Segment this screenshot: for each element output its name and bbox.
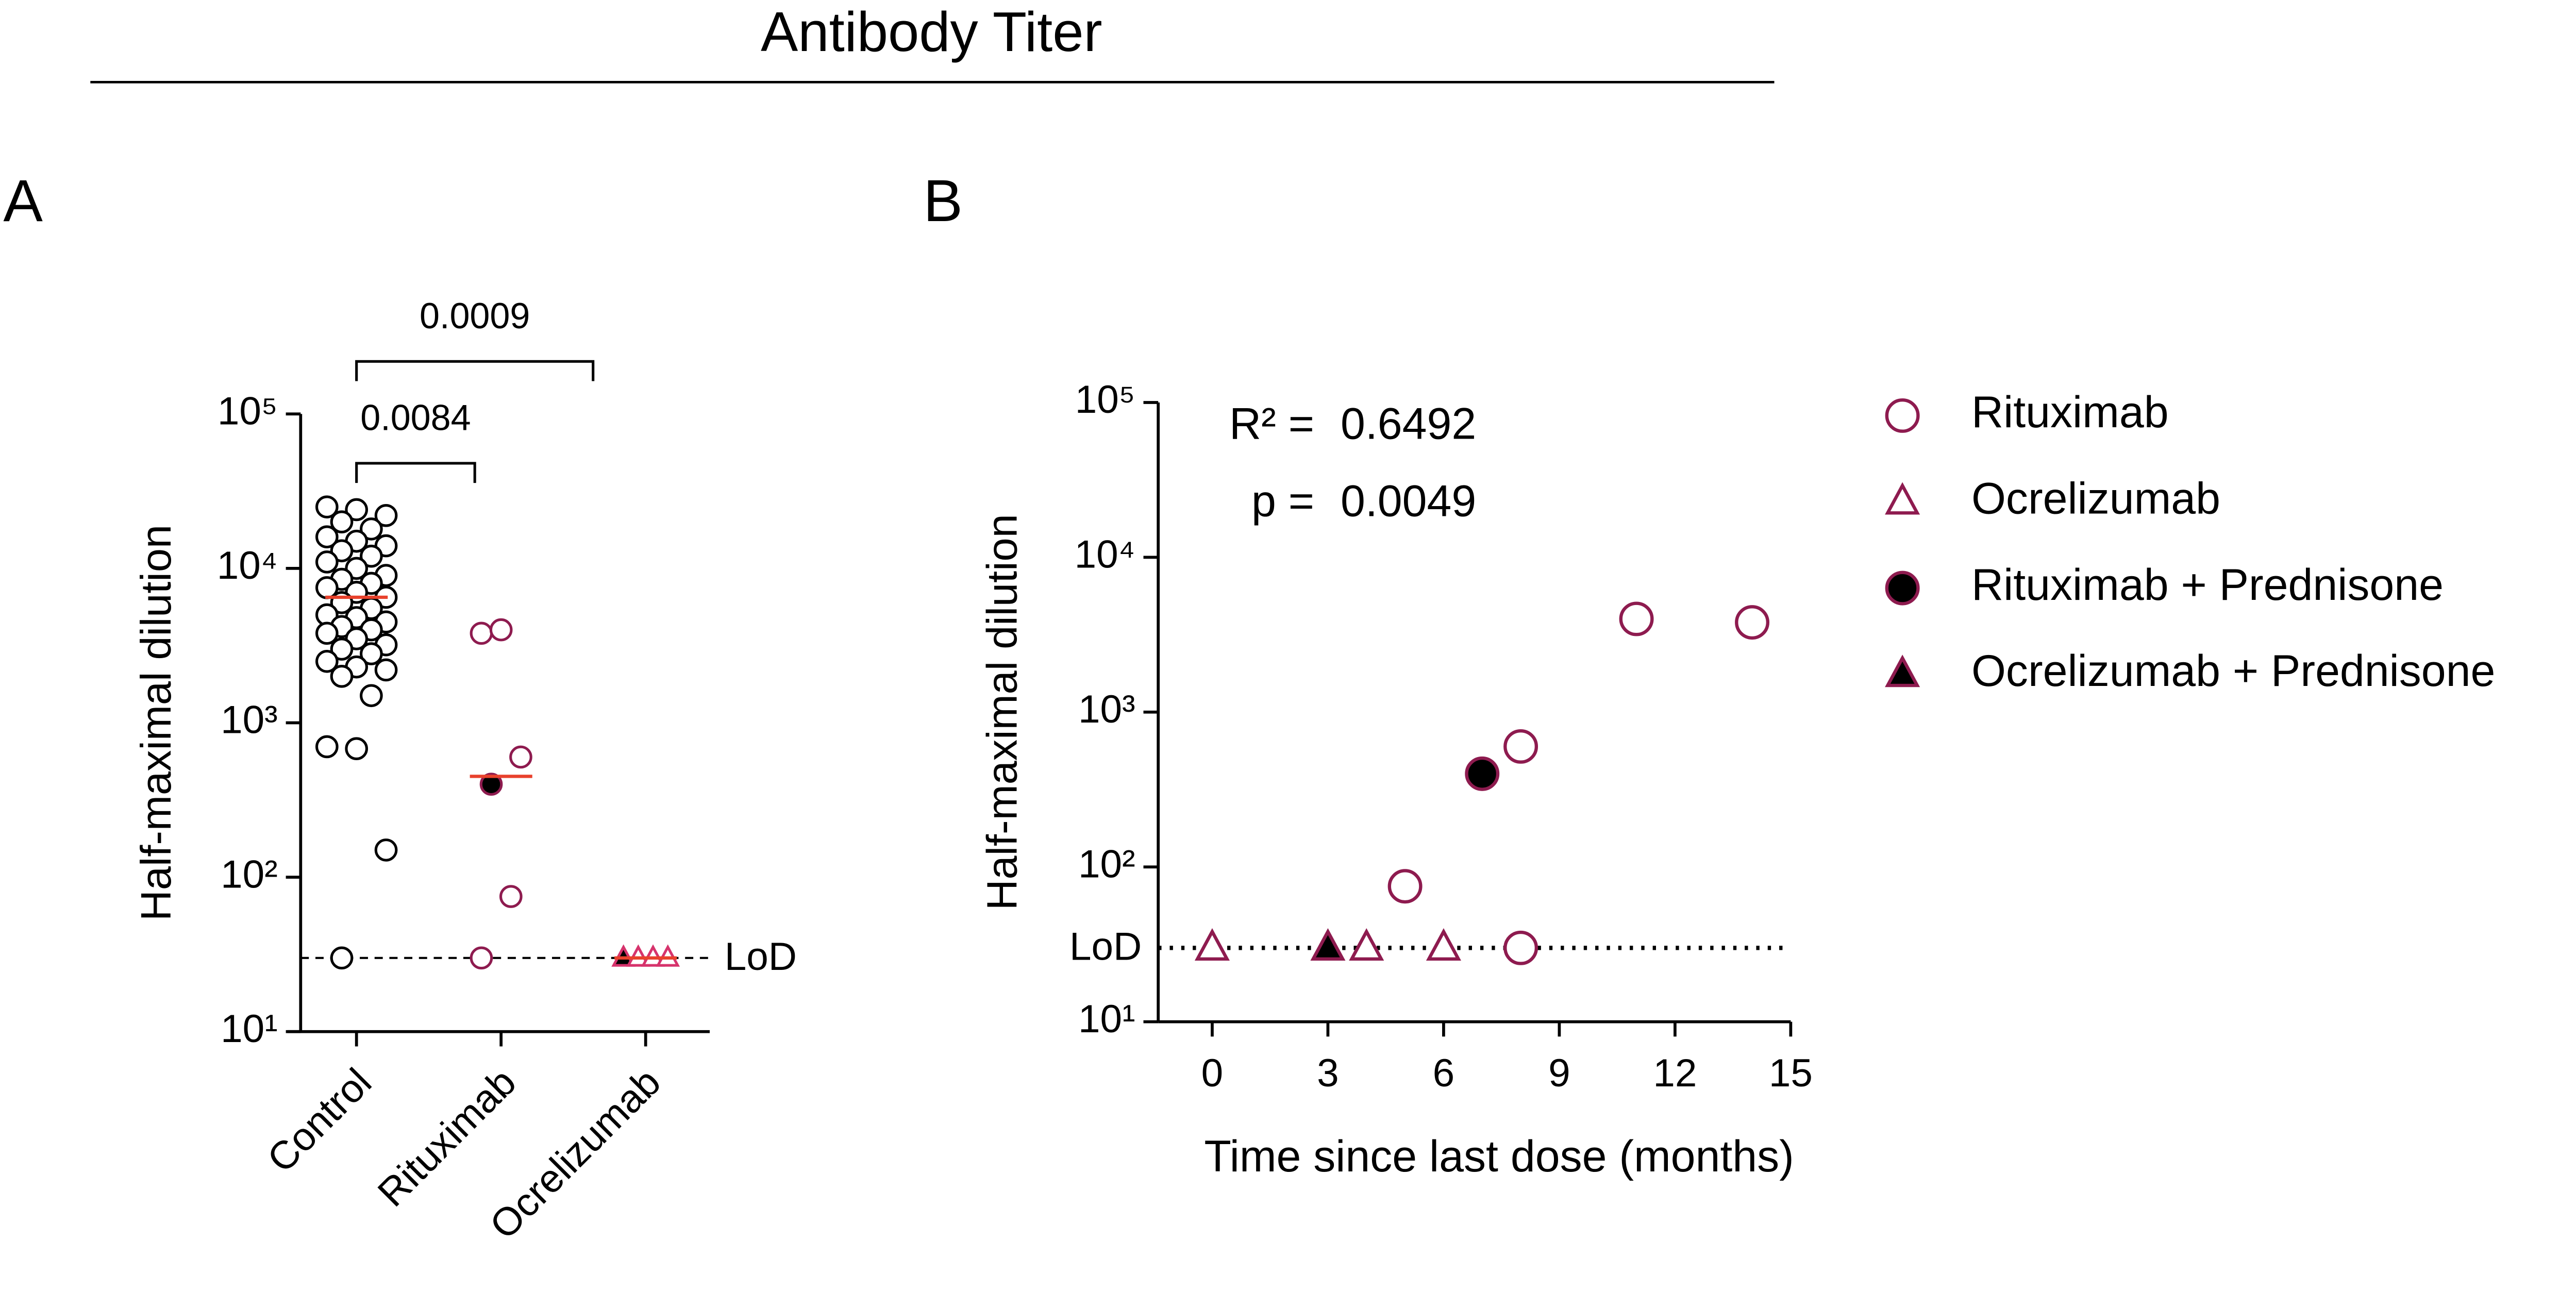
data-point	[360, 684, 383, 708]
legend-label: Rituximab + Prednisone	[1971, 560, 2444, 610]
data-point	[374, 658, 398, 682]
x-tick-label: Rituximab	[370, 1060, 525, 1215]
data-point	[489, 618, 513, 642]
stat-label: p =	[1251, 476, 1314, 526]
panel-letter: A	[3, 168, 43, 234]
x-tick-label: 6	[1433, 1051, 1455, 1095]
significance-bracket	[355, 462, 476, 483]
lod-label: LoD	[1069, 925, 1142, 969]
data-point	[641, 944, 665, 967]
data-point	[1735, 605, 1770, 640]
data-point	[470, 946, 493, 970]
stat-value: 0.0049	[1341, 476, 1476, 526]
data-point	[1349, 928, 1384, 961]
data-point	[374, 504, 398, 527]
data-point	[479, 773, 503, 796]
y-tick-label: 10³	[221, 698, 278, 742]
y-axis-label: Half-maximal dilution	[978, 514, 1026, 910]
data-point	[1465, 756, 1500, 791]
data-point	[360, 642, 383, 665]
y-axis-label: Half-maximal dilution	[132, 525, 180, 921]
data-point	[315, 622, 339, 645]
data-point	[330, 637, 354, 661]
legend-marker	[1885, 398, 1920, 433]
data-point	[509, 745, 532, 769]
x-tick-label: 12	[1653, 1051, 1697, 1095]
stat-label: R² =	[1229, 399, 1314, 449]
data-point	[315, 735, 339, 759]
data-point	[1426, 928, 1461, 961]
y-tick-label: 10³	[1078, 687, 1135, 731]
stat-value: 0.6492	[1341, 399, 1476, 449]
panel-letter: B	[923, 168, 963, 234]
data-point	[611, 944, 636, 967]
legend-marker	[1885, 655, 1920, 687]
data-point	[330, 510, 354, 534]
x-tick-label: Control	[259, 1060, 380, 1181]
p-value: 0.0009	[420, 296, 530, 336]
legend-marker	[1885, 482, 1920, 515]
data-point	[499, 885, 523, 908]
y-tick-label: 10⁴	[1075, 533, 1135, 577]
lod-label: LoD	[725, 935, 797, 979]
x-tick-label: 15	[1769, 1051, 1813, 1095]
legend-label: Ocrelizumab + Prednisone	[1971, 646, 2495, 696]
y-tick-label: 10¹	[221, 1007, 278, 1051]
data-point	[330, 665, 354, 688]
figure-title: Antibody Titer	[761, 1, 1102, 63]
legend-label: Rituximab	[1971, 388, 2169, 437]
y-tick-label: 10⁴	[217, 544, 278, 588]
y-tick-label: 10²	[1078, 842, 1135, 886]
legend-marker	[1885, 571, 1920, 606]
x-tick-label: 0	[1201, 1051, 1224, 1095]
data-point	[315, 550, 339, 574]
y-tick-label: 10⁵	[218, 389, 278, 433]
data-point	[315, 649, 339, 673]
data-point	[345, 737, 369, 761]
y-tick-label: 10⁵	[1075, 378, 1135, 422]
data-point	[1503, 729, 1538, 764]
p-value: 0.0084	[360, 398, 471, 438]
data-point	[315, 525, 339, 549]
data-point	[1194, 928, 1230, 961]
data-point	[626, 944, 650, 967]
data-point	[360, 544, 383, 568]
data-point	[1387, 869, 1423, 904]
data-point	[360, 517, 383, 541]
y-tick-label: 10²	[221, 852, 278, 896]
data-point	[1503, 930, 1538, 965]
x-tick-label: 3	[1317, 1051, 1339, 1095]
legend-label: Ocrelizumab	[1971, 474, 2220, 524]
x-tick-label: 9	[1548, 1051, 1570, 1095]
y-tick-label: 10¹	[1078, 997, 1135, 1041]
data-point	[374, 838, 398, 862]
x-axis-label: Time since last dose (months)	[1204, 1132, 1794, 1181]
data-point	[1310, 928, 1346, 961]
data-point	[656, 944, 680, 967]
data-point	[315, 495, 339, 518]
data-point	[470, 622, 493, 645]
data-point	[1619, 601, 1654, 636]
significance-bracket	[355, 360, 595, 381]
data-point	[330, 946, 354, 970]
data-point	[345, 498, 369, 522]
